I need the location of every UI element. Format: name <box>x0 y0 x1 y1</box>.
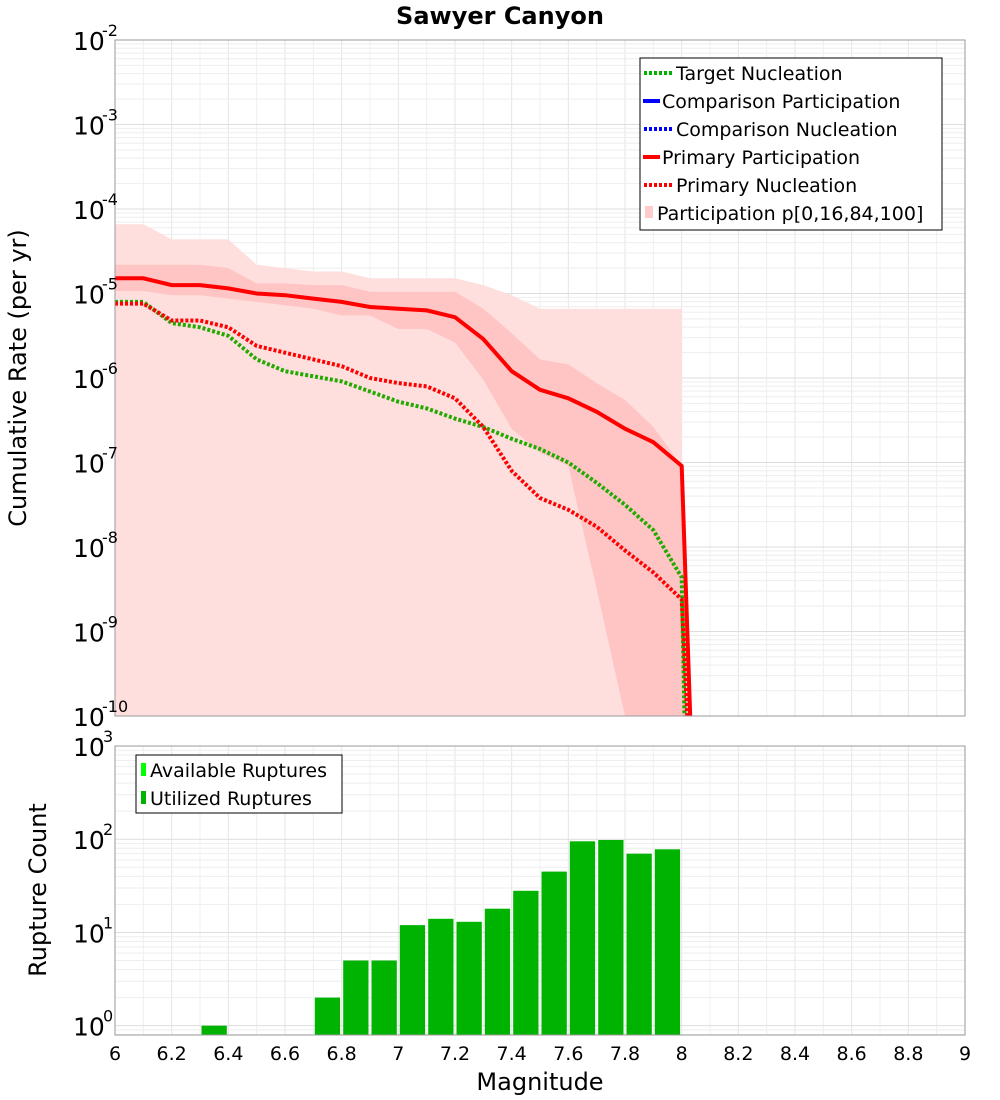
rupture-y-axis-label: Rupture Count <box>24 803 52 977</box>
rate-y-tick-exponent: -4 <box>102 190 118 209</box>
magnitude-x-ticks: 6 6.2 6.4 6.6 6.8 7 7.2 7.4 7.6 7.8 8 8.2 8.4 8.6 8.8 9 <box>109 1043 971 1065</box>
rate-series <box>115 276 693 716</box>
legend-participation-band: Participation p[0,16,84,100] <box>657 203 923 225</box>
rupture-y-tick-label: 10 <box>73 1013 105 1042</box>
x-tick-label: 7.6 <box>553 1043 583 1065</box>
legend-utilized-ruptures: Utilized Ruptures <box>150 788 312 810</box>
x-tick-label: 7.4 <box>497 1043 527 1065</box>
legend-target-nucleation: Target Nucleation <box>675 63 843 85</box>
rupture-bar <box>654 849 681 1035</box>
rate-y-ticks: 10-210-310-410-510-610-710-810-910-10 <box>73 21 128 732</box>
x-tick-label: 8.4 <box>780 1043 810 1065</box>
rate-y-tick-exponent: -9 <box>102 613 118 632</box>
rupture-bar <box>569 841 596 1035</box>
x-tick-label: 7 <box>392 1043 404 1065</box>
x-tick-label: 6.4 <box>213 1043 243 1065</box>
rate-y-tick-exponent: -8 <box>102 528 118 547</box>
legend-participation-band-swatch <box>645 206 653 218</box>
rate-y-tick-label: 10 <box>73 281 105 310</box>
rate-y-tick-label: 10 <box>73 619 105 648</box>
rate-legend-box <box>639 57 943 231</box>
rupture-bar <box>314 997 341 1035</box>
series-line-primary-nucleation <box>115 301 690 716</box>
rate-y-tick-exponent: -3 <box>102 106 118 125</box>
rupture-y-tick-exponent: 1 <box>103 913 113 932</box>
legend-available-ruptures-swatch <box>141 763 146 776</box>
x-tick-label: 7.8 <box>610 1043 640 1065</box>
rupture-bar <box>626 853 652 1035</box>
participation-band-inner <box>115 264 691 716</box>
x-tick-label: 8.8 <box>893 1043 923 1065</box>
rupture-y-tick-label: 10 <box>73 919 105 948</box>
rupture-bar <box>399 925 426 1035</box>
x-tick-label: 8.2 <box>723 1043 753 1065</box>
rupture-legend: Available Ruptures Utilized Ruptures <box>135 754 343 814</box>
rate-legend: Target Nucleation Comparison Participati… <box>639 57 943 231</box>
rupture-bar <box>484 908 511 1035</box>
rate-y-tick-exponent: -10 <box>102 697 128 716</box>
rate-y-tick-exponent: -6 <box>102 359 118 378</box>
rupture-bar <box>456 921 482 1035</box>
rate-plot-frame <box>114 39 966 717</box>
x-tick-label: 8 <box>676 1043 688 1065</box>
x-tick-label: 7.2 <box>440 1043 470 1065</box>
rupture-y-tick-label: 10 <box>73 733 105 762</box>
rupture-bar <box>513 890 539 1035</box>
rate-y-tick-label: 10 <box>73 534 105 563</box>
legend-comparison-participation: Comparison Participation <box>662 91 900 113</box>
magnitude-x-axis-label: Magnitude <box>476 1068 603 1096</box>
legend-primary-participation: Primary Participation <box>662 147 860 169</box>
rupture-bar <box>541 871 567 1035</box>
rate-y-tick-label: 10 <box>73 703 105 732</box>
rate-y-tick-label: 10 <box>73 27 105 56</box>
x-tick-label: 8.6 <box>837 1043 867 1065</box>
rate-y-tick-label: 10 <box>73 450 105 479</box>
x-tick-label: 6 <box>109 1043 121 1065</box>
rate-y-tick-exponent: -2 <box>102 21 118 40</box>
series-line-target-nucleation <box>115 299 687 716</box>
chart-title: Sawyer Canyon <box>396 2 604 30</box>
x-tick-label: 6.6 <box>270 1043 300 1065</box>
legend-comparison-nucleation: Comparison Nucleation <box>676 119 898 141</box>
x-tick-label: 6.2 <box>157 1043 187 1065</box>
rupture-bar <box>343 960 369 1035</box>
rupture-plot-grid <box>114 746 966 1036</box>
rate-y-tick-label: 10 <box>73 196 105 225</box>
rupture-y-tick-exponent: 3 <box>103 727 113 746</box>
rupture-bar <box>428 918 454 1035</box>
legend-available-ruptures: Available Ruptures <box>150 760 327 782</box>
rupture-bar <box>598 840 624 1035</box>
rupture-y-tick-exponent: 0 <box>103 1007 113 1026</box>
rupture-y-tick-label: 10 <box>73 826 105 855</box>
rupture-y-tick-exponent: 2 <box>103 820 113 839</box>
series-line-primary-participation <box>115 276 693 716</box>
rupture-legend-box <box>135 754 343 814</box>
legend-utilized-ruptures-swatch <box>141 791 146 804</box>
rupture-bar <box>201 1025 227 1035</box>
x-tick-label: 6.8 <box>327 1043 357 1065</box>
rupture-plot-frame <box>114 745 966 1036</box>
rate-y-axis-label: Cumulative Rate (per yr) <box>4 229 32 527</box>
rate-plot: 10-210-310-410-510-610-710-810-910-10 Cu… <box>4 21 966 732</box>
rate-y-tick-exponent: -7 <box>102 444 118 463</box>
rate-y-tick-label: 10 <box>73 112 105 141</box>
x-tick-label: 9 <box>959 1043 971 1065</box>
rate-y-tick-label: 10 <box>73 365 105 394</box>
rupture-bar <box>371 960 397 1035</box>
rupture-bars <box>201 840 681 1035</box>
rate-y-tick-exponent: -5 <box>102 275 118 294</box>
legend-primary-nucleation: Primary Nucleation <box>676 175 857 197</box>
